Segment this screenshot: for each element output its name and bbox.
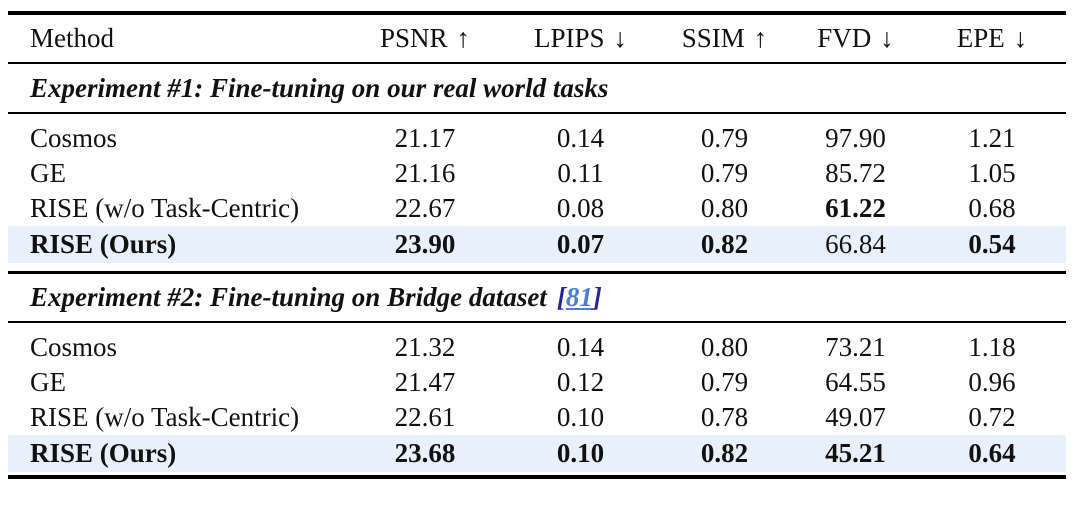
table-row-rise-wo-task-centric-2: RISE (w/o Task-Centric) 22.61 0.10 0.78 … xyxy=(8,400,1066,435)
column-header-ssim: SSIM ↑ xyxy=(656,11,793,64)
citation-link[interactable]: [81] xyxy=(557,282,602,312)
section-title: Experiment #2: Fine-tuning on Bridge dat… xyxy=(30,281,547,312)
method-cell: GE xyxy=(30,367,66,397)
down-arrow-icon: ↓ xyxy=(613,23,628,53)
column-label: PSNR xyxy=(379,23,448,53)
column-header-lpips: LPIPS ↓ xyxy=(505,11,656,64)
ssim-value-cell: 0.79 xyxy=(700,123,749,153)
table-rule-bottom xyxy=(8,472,1066,479)
epe-value-cell: 0.68 xyxy=(968,193,1016,223)
table-rule xyxy=(8,263,1066,274)
section-header-experiment-2: Experiment #2: Fine-tuning on Bridge dat… xyxy=(8,272,1066,323)
results-table: Method PSNR ↑ LPIPS ↓ SSIM ↑ FVD ↓ EPE ↓ Expe… xyxy=(8,11,1066,479)
section-title: Experiment #1: Fine-tuning on our real w… xyxy=(30,72,609,103)
ssim-value-cell: 0.79 xyxy=(700,367,749,397)
fvd-value-cell: 49.07 xyxy=(825,402,886,432)
psnr-value-cell: 21.32 xyxy=(394,332,456,362)
table-row-rise-ours-2: RISE (Ours) 23.68 0.10 0.82 45.21 0.64 xyxy=(8,435,1066,472)
down-arrow-icon: ↓ xyxy=(1013,23,1028,53)
experiment-2-section: Experiment #2: Fine-tuning on Bridge dat… xyxy=(8,272,1066,479)
lpips-value-cell: 0.08 xyxy=(556,193,605,223)
ssim-value-cell: 0.82 xyxy=(656,226,793,263)
fvd-value-cell: 85.72 xyxy=(825,158,886,188)
fvd-value-cell: 45.21 xyxy=(793,435,918,472)
method-cell: Cosmos xyxy=(30,332,118,362)
header-row: Method PSNR ↑ LPIPS ↓ SSIM ↑ FVD ↓ EPE ↓ xyxy=(8,11,1066,64)
fvd-value-cell: 66.84 xyxy=(793,226,918,263)
up-arrow-icon: ↑ xyxy=(753,23,768,53)
results-table-container: Method PSNR ↑ LPIPS ↓ SSIM ↑ FVD ↓ EPE ↓ Expe… xyxy=(8,11,1066,479)
lpips-value-cell: 0.14 xyxy=(556,123,605,153)
column-header-method: Method xyxy=(8,11,345,64)
citation-number[interactable]: 81 xyxy=(565,281,593,312)
fvd-value-cell: 61.22 xyxy=(825,193,886,223)
column-label: SSIM xyxy=(681,23,745,53)
epe-value-cell: 0.72 xyxy=(968,402,1016,432)
table-row-cosmos-2: Cosmos 21.32 0.14 0.80 73.21 1.18 xyxy=(8,330,1066,365)
psnr-value-cell: 22.67 xyxy=(394,193,456,223)
epe-value-cell: 1.18 xyxy=(968,332,1016,362)
fvd-value-cell: 73.21 xyxy=(825,332,886,362)
lpips-value-cell: 0.12 xyxy=(556,367,605,397)
method-cell: GE xyxy=(30,158,66,188)
psnr-value-cell: 21.16 xyxy=(394,158,456,188)
citation-close-bracket: ] xyxy=(592,281,602,312)
table-row-ge-2: GE 21.47 0.12 0.79 64.55 0.96 xyxy=(8,365,1066,400)
method-cell: RISE (w/o Task-Centric) xyxy=(30,402,300,432)
ssim-value-cell: 0.82 xyxy=(656,435,793,472)
lpips-value-cell: 0.10 xyxy=(505,435,656,472)
method-cell: RISE (Ours) xyxy=(8,435,345,472)
table-row-cosmos-1: Cosmos 21.17 0.14 0.79 97.90 1.21 xyxy=(8,121,1066,156)
lpips-value-cell: 0.11 xyxy=(557,158,604,188)
ssim-value-cell: 0.80 xyxy=(700,332,749,362)
ssim-value-cell: 0.80 xyxy=(700,193,749,223)
lpips-value-cell: 0.14 xyxy=(556,332,605,362)
spacer xyxy=(8,322,1066,330)
psnr-value-cell: 23.90 xyxy=(345,226,505,263)
lpips-value-cell: 0.07 xyxy=(505,226,656,263)
psnr-value-cell: 23.68 xyxy=(345,435,505,472)
table-row-ge-1: GE 21.16 0.11 0.79 85.72 1.05 xyxy=(8,156,1066,191)
column-label: LPIPS xyxy=(533,23,605,53)
table-row-rise-wo-task-centric-1: RISE (w/o Task-Centric) 22.67 0.08 0.80 … xyxy=(8,191,1066,226)
up-arrow-icon: ↑ xyxy=(456,23,471,53)
epe-value-cell: 0.96 xyxy=(968,367,1016,397)
psnr-value-cell: 21.17 xyxy=(394,123,456,153)
epe-value-cell: 0.64 xyxy=(918,435,1066,472)
ssim-value-cell: 0.79 xyxy=(700,158,749,188)
down-arrow-icon: ↓ xyxy=(880,23,894,53)
epe-value-cell: 0.54 xyxy=(918,226,1066,263)
experiment-1-section: Experiment #1: Fine-tuning on our real w… xyxy=(8,63,1066,274)
column-header-epe: EPE ↓ xyxy=(918,11,1066,64)
citation-open-bracket: [ xyxy=(556,281,566,312)
column-label: FVD xyxy=(817,23,872,53)
lpips-value-cell: 0.10 xyxy=(556,402,605,432)
section-header-experiment-1: Experiment #1: Fine-tuning on our real w… xyxy=(8,63,1066,114)
fvd-value-cell: 64.55 xyxy=(825,367,886,397)
spacer xyxy=(8,113,1066,121)
fvd-value-cell: 97.90 xyxy=(825,123,886,153)
column-label: EPE xyxy=(956,23,1005,53)
epe-value-cell: 1.05 xyxy=(968,158,1016,188)
psnr-value-cell: 21.47 xyxy=(394,367,456,397)
epe-value-cell: 1.21 xyxy=(968,123,1016,153)
method-cell: RISE (Ours) xyxy=(8,226,345,263)
column-header-psnr: PSNR ↑ xyxy=(345,11,505,64)
psnr-value-cell: 22.61 xyxy=(394,402,456,432)
method-cell: RISE (w/o Task-Centric) xyxy=(30,193,300,223)
method-cell: Cosmos xyxy=(30,123,118,153)
ssim-value-cell: 0.78 xyxy=(700,402,749,432)
table-row-rise-ours-1: RISE (Ours) 23.90 0.07 0.82 66.84 0.54 xyxy=(8,226,1066,263)
column-header-fvd: FVD ↓ xyxy=(793,11,918,64)
